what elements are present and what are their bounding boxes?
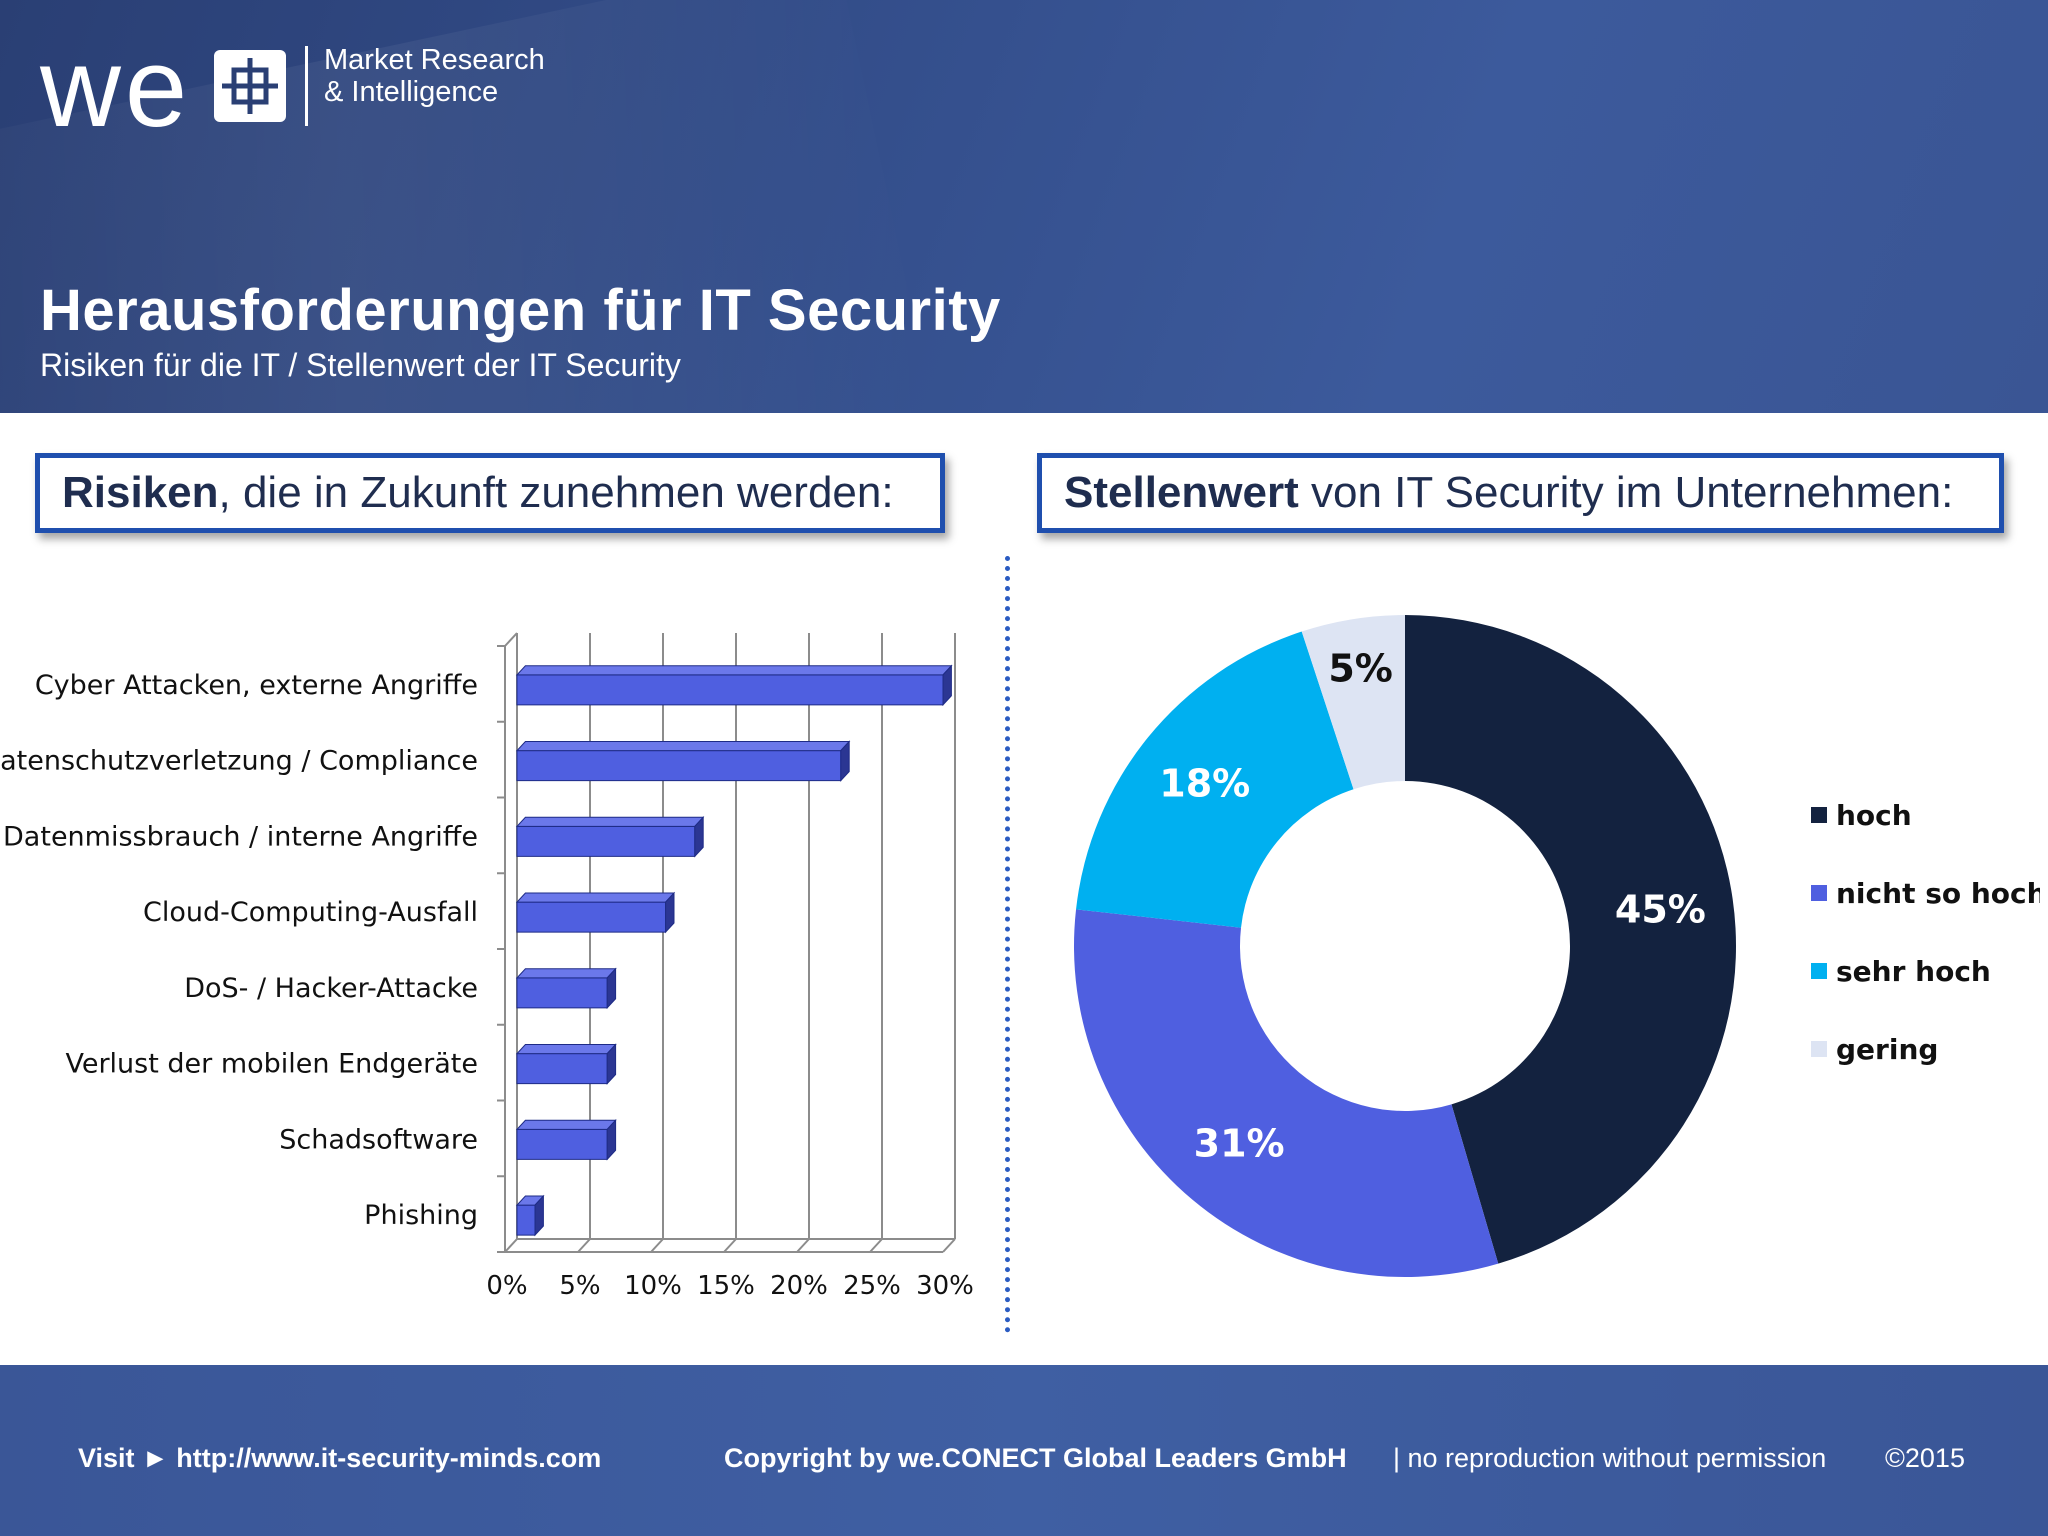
donut-slice: [1074, 909, 1499, 1277]
x-tick-label: 30%: [916, 1271, 974, 1301]
footer-band: [0, 1365, 2048, 1536]
importance-donut-chart: 45% 31% 18% 5% hoch nicht so hoch sehr hoch ger…: [1074, 615, 2040, 1277]
bar-front: [516, 1053, 608, 1085]
legend-label: hoch: [1836, 799, 1912, 832]
bar-front: [516, 1204, 536, 1236]
category-label: Datenschutzverletzung / Compliance: [0, 746, 478, 777]
floor-gridline: [869, 1238, 883, 1253]
bar-side: [665, 891, 675, 934]
risks-heading-box: Risiken, die in Zukunft zunehmen werden:: [35, 453, 945, 533]
legend-label: sehr hoch: [1836, 955, 1991, 988]
footer-notice: | no reproduction without permission: [1393, 1443, 1827, 1473]
risks-heading-bold: Risiken: [62, 468, 219, 517]
bar-front: [516, 750, 842, 782]
bar-top: [515, 1044, 617, 1055]
logo-crosshair-icon: [214, 50, 286, 122]
x-tick-label: 0%: [486, 1271, 527, 1301]
category-label: Cloud-Computing-Ausfall: [143, 897, 478, 928]
bar-side: [840, 740, 850, 782]
donut-slice: [1405, 615, 1736, 1264]
bar-front: [516, 901, 667, 933]
legend-swatch: [1811, 963, 1827, 979]
bar-top: [515, 741, 851, 752]
bar-front: [516, 825, 696, 857]
floor-gridline: [723, 1238, 737, 1253]
category-label: Phishing: [364, 1200, 478, 1231]
x-tick-label: 25%: [843, 1271, 901, 1301]
logo-wordmark: we: [40, 25, 192, 150]
slice-label: 31%: [1194, 1122, 1285, 1166]
bar-side: [606, 1043, 617, 1085]
page-title: Herausforderungen für IT Security: [40, 278, 1001, 343]
footer-copyright: Copyright by we.CONECT Global Leaders Gm…: [724, 1443, 1347, 1473]
x-tick-label: 15%: [697, 1271, 755, 1301]
legend-label: gering: [1836, 1033, 1938, 1066]
bar-side: [606, 967, 617, 1010]
bar-side: [694, 815, 704, 858]
footer-year: ©2015: [1885, 1443, 1965, 1473]
importance-heading-rest: von IT Security im Unternehmen:: [1298, 468, 1954, 517]
header-band: we Market Research & Intelligence Heraus…: [0, 0, 2048, 413]
bar-side: [534, 1194, 544, 1237]
floor-gridline: [504, 1238, 518, 1253]
floor-gridline: [650, 1238, 664, 1253]
floor-gridline: [942, 1238, 956, 1253]
bar-side: [942, 664, 952, 707]
bar-top: [515, 816, 705, 827]
slice-label: 5%: [1328, 647, 1393, 691]
risks-bar-chart: Cyber Attacken, externe Angriffe Datensch…: [0, 632, 974, 1301]
legend-swatch: [1811, 885, 1827, 901]
dotted-divider: [1005, 556, 1010, 1333]
x-tick-label: 20%: [770, 1271, 828, 1301]
brand-logo: we Market Research & Intelligence: [40, 32, 600, 144]
slice-label: 45%: [1615, 887, 1706, 931]
logo-tagline-2: & Intelligence: [324, 76, 499, 108]
bar-top: [515, 665, 953, 676]
page-subtitle: Risiken für die IT / Stellenwert der IT …: [40, 347, 681, 383]
bar-front: [516, 977, 608, 1009]
bar-side: [606, 1118, 617, 1161]
x-tick-label: 10%: [624, 1271, 682, 1301]
floor-gridline: [796, 1238, 810, 1253]
footer-visit-link[interactable]: Visit ► http://www.it-security-minds.com: [78, 1443, 602, 1473]
donut-slice: [1301, 615, 1405, 790]
x-tick-label: 5%: [559, 1271, 600, 1301]
logo-separator: [305, 46, 308, 126]
bar-top: [515, 1119, 617, 1130]
importance-heading-bold: Stellenwert: [1064, 468, 1299, 517]
legend-swatch: [1811, 1041, 1827, 1057]
category-label: DoS- / Hacker-Attacke: [184, 973, 478, 1004]
legend-swatch: [1811, 807, 1827, 823]
category-label: Schadsoftware: [279, 1124, 478, 1155]
importance-heading-box: Stellenwert von IT Security im Unternehm…: [1037, 453, 2004, 533]
bar-top: [515, 968, 617, 979]
axis-top-edge: [504, 632, 518, 647]
donut-slice: [1076, 631, 1354, 928]
slice-label: 18%: [1159, 761, 1250, 805]
logo-tagline-1: Market Research: [324, 44, 545, 76]
bar-front: [516, 1128, 608, 1160]
bar-top: [515, 892, 676, 903]
risks-heading-rest: , die in Zukunft zunehmen werden:: [218, 468, 894, 517]
category-label: Datenmissbrauch / interne Angriffe: [3, 821, 478, 852]
legend-label: nicht so hoch: [1836, 877, 2040, 910]
bar-front: [516, 674, 944, 706]
category-label: Cyber Attacken, externe Angriffe: [35, 670, 478, 701]
category-label: Verlust der mobilen Endgeräte: [65, 1049, 478, 1080]
floor-gridline: [577, 1238, 591, 1253]
